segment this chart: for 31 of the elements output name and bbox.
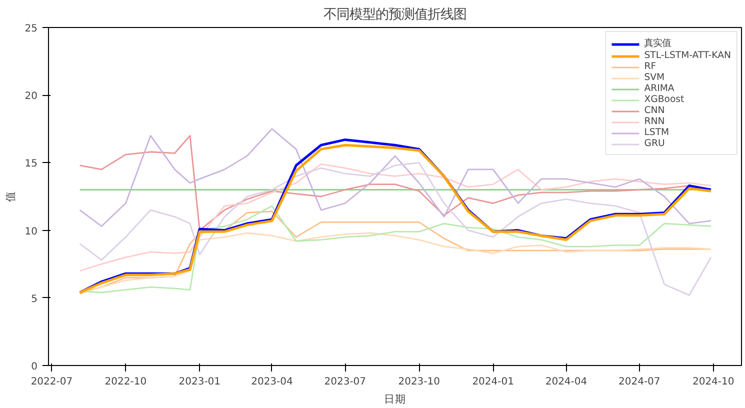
legend-label: SVM xyxy=(644,72,665,83)
legend-label: XGBoost xyxy=(644,94,684,105)
legend-label: LSTM xyxy=(644,127,670,138)
legend-label: STL-LSTM-ATT-KAN xyxy=(644,50,731,61)
line-series xyxy=(79,163,712,272)
y-tick-label: 0 xyxy=(31,362,38,372)
chart-title: 不同模型的预测值折线图 xyxy=(324,8,466,22)
legend-label: 真实值 xyxy=(644,37,672,50)
x-axis-title: 日期 xyxy=(384,392,406,406)
x-tick-label: 2023-07 xyxy=(324,376,366,388)
legend-label: RF xyxy=(644,61,658,72)
y-tick-label: 20 xyxy=(24,91,38,102)
y-tick-label: 15 xyxy=(24,158,38,170)
y-tick-label: 10 xyxy=(24,226,38,238)
legend-label: ARIMA xyxy=(644,83,674,94)
y-tick-label: 5 xyxy=(31,294,38,305)
x-tick-label: 2023-10 xyxy=(398,376,440,388)
y-tick-label: 25 xyxy=(24,24,38,34)
x-tick-label: 2024-07 xyxy=(618,376,660,388)
x-tick-label: 2024-01 xyxy=(472,376,514,388)
legend-label: RNN xyxy=(644,116,665,127)
legend-label: GRU xyxy=(644,138,665,149)
x-tick-label: 2023-04 xyxy=(251,376,293,388)
x-tick-label: 2023-01 xyxy=(178,376,221,388)
x-tick-label: 2024-10 xyxy=(692,376,734,388)
line-series xyxy=(79,232,712,295)
y-axis-title: 值 xyxy=(4,191,17,202)
legend-label: CNN xyxy=(644,105,665,116)
x-tick-label: 2022-07 xyxy=(30,376,73,388)
x-tick-label: 2022-10 xyxy=(104,376,147,388)
x-tick-label: 2024-04 xyxy=(545,376,588,388)
